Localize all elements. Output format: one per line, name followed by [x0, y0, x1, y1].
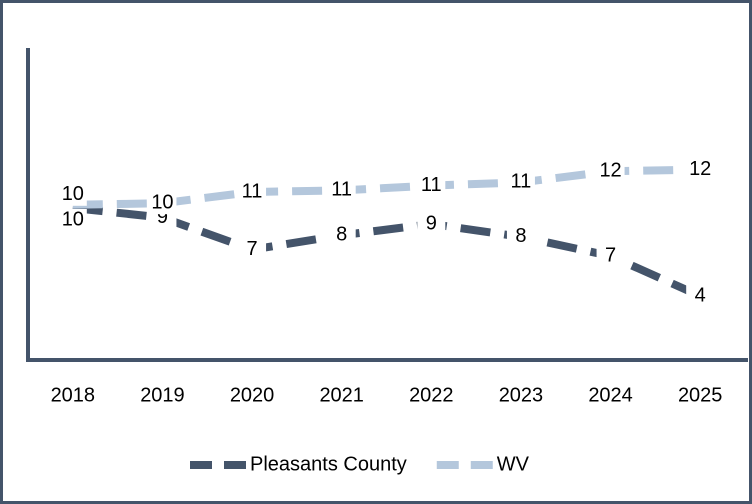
label-bg [506, 225, 535, 248]
label-bg [686, 285, 715, 307]
label-bg [417, 174, 446, 197]
legend-label: WV [497, 453, 530, 475]
label-bg [238, 238, 267, 261]
label-bg [417, 213, 446, 235]
label-bg [58, 209, 87, 231]
data-label: 9 [426, 212, 437, 234]
data-label: 4 [695, 284, 706, 306]
x-tick-label: 2025 [678, 384, 723, 406]
label-bg [686, 158, 715, 181]
label-bg [58, 183, 87, 206]
data-label: 11 [421, 174, 442, 196]
data-label: 9 [157, 206, 168, 228]
data-label: 11 [331, 179, 352, 201]
data-label: 10 [151, 191, 173, 213]
data-label: 8 [515, 225, 526, 247]
x-tick-label: 2019 [140, 384, 185, 406]
data-label: 10 [62, 183, 84, 205]
label-bg [238, 181, 267, 203]
data-label: 7 [247, 238, 258, 260]
label-bg [148, 192, 177, 215]
data-label: 8 [336, 223, 347, 245]
data-label: 10 [62, 208, 84, 230]
label-bg [506, 171, 535, 194]
x-tick-label: 2020 [230, 384, 275, 406]
label-bg [327, 179, 356, 202]
label-bg [596, 160, 625, 183]
x-tick-label: 2024 [588, 384, 633, 406]
data-label: 7 [605, 244, 616, 266]
x-tick-label: 2022 [409, 384, 454, 406]
data-label: 11 [511, 171, 532, 193]
data-label: 12 [689, 158, 711, 180]
series-line [72, 165, 701, 209]
x-tick-label: 2018 [51, 384, 96, 406]
label-bg [327, 224, 356, 247]
legend-label: Pleasants County [250, 453, 407, 475]
x-tick-label: 2023 [499, 384, 544, 406]
data-label: 11 [242, 180, 263, 202]
data-label: 12 [599, 159, 621, 181]
label-bg [596, 245, 625, 267]
plot [72, 165, 702, 300]
x-tick-label: 2021 [319, 384, 364, 406]
series-line [72, 204, 702, 300]
